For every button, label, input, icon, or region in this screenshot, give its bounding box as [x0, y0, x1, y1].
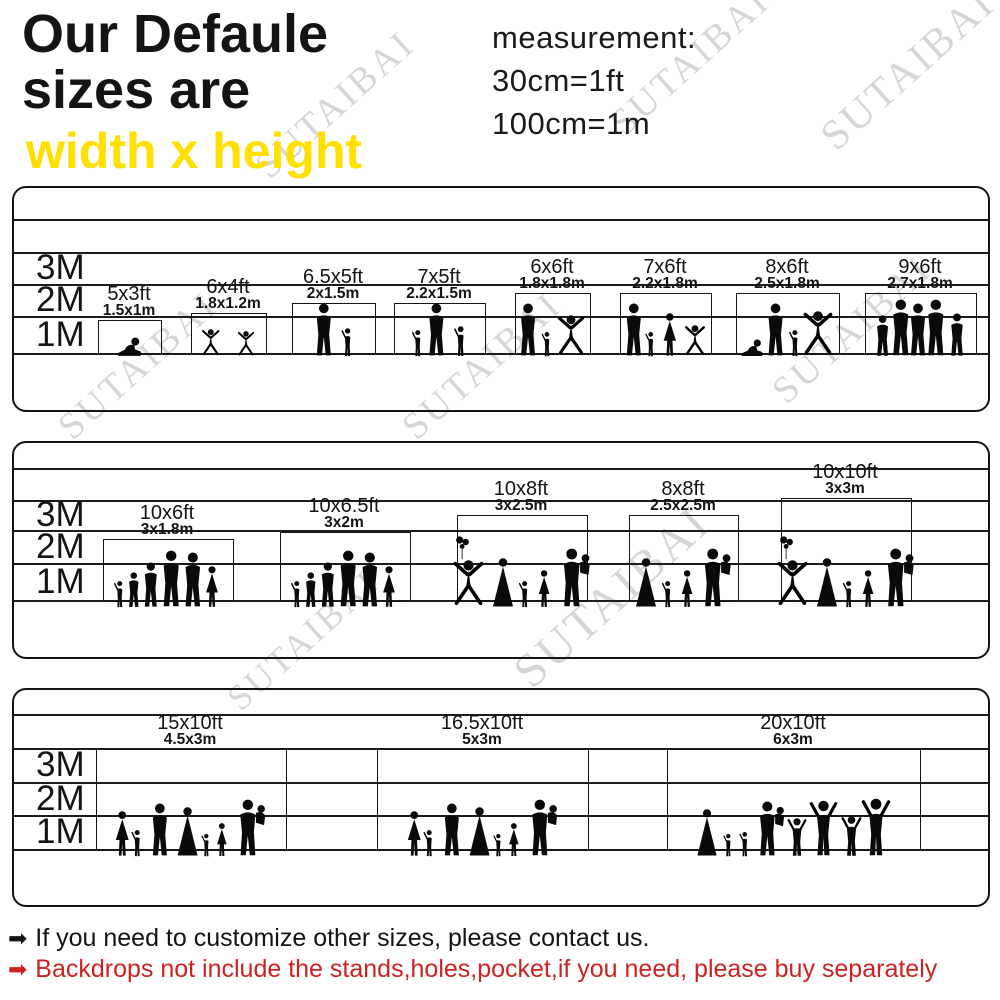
backdrop-size-box — [780, 498, 912, 602]
size-label-ft: 6x6ft — [530, 255, 574, 278]
page-title-line2: sizes are — [22, 60, 251, 120]
page-title-line1: Our Defaule — [22, 4, 329, 64]
grid-line — [14, 714, 988, 716]
size-label-ft: 20x10ft — [760, 712, 826, 735]
watermark-text: SUTAIBAI — [812, 0, 1000, 160]
backdrop-size-box — [515, 292, 591, 355]
measurement-legend: measurement: 30cm=1ft 100cm=1m — [492, 16, 696, 145]
size-label-m: 1.8x1.8m — [519, 274, 585, 292]
size-label-m: 4.5x3m — [163, 731, 217, 749]
backdrop-size-box — [629, 515, 739, 602]
backdrop-size-box — [456, 515, 588, 602]
axis-label-3m: 3M — [36, 495, 85, 534]
grid-line — [14, 252, 988, 254]
size-label-m: 1.8x1.2m — [195, 294, 261, 312]
size-label-m: 6x3m — [773, 731, 813, 749]
axis-label-2m: 2M — [36, 280, 85, 319]
size-label-m: 2.5x1.8m — [754, 274, 820, 292]
backdrop-size-box — [619, 292, 713, 355]
size-label-ft: 10x6ft — [139, 501, 195, 524]
axis-label-1m: 1M — [36, 812, 85, 851]
size-label-m: 2.2x1.5m — [406, 284, 472, 302]
page-subtitle-width-x-height: width x height — [26, 123, 363, 179]
note-customize: ➡ If you need to customize other sizes, p… — [8, 923, 650, 953]
axis-label-1m: 1M — [36, 561, 85, 601]
note-no-stands: ➡ Backdrops not include the stands,holes,… — [8, 954, 937, 984]
size-label-ft: 6x4ft — [206, 275, 250, 298]
size-panel-medium-sizes: 3M 2M 1M 10x6ft 3x1.8m 10x6.5ft 3x2m 10x8ft 3x2.… — [12, 441, 990, 659]
measurement-conversion-ft: 30cm=1ft — [492, 63, 625, 98]
size-label-ft: 6.5x5ft — [302, 265, 364, 288]
size-label-m: 3x3m — [825, 480, 865, 497]
backdrop-size-box — [377, 749, 589, 851]
size-panel-small-sizes: 3M 2M 1M 5x3ft 1.5x1m 6x4ft 1.8x1.2m 6.5x5ft 2x1… — [12, 186, 990, 412]
size-label-ft: 9x6ft — [898, 255, 942, 278]
grid-line — [14, 530, 988, 532]
arrow-right-icon: ➡ — [8, 925, 28, 951]
grid-line — [14, 219, 988, 221]
size-label-ft: 10x6.5ft — [308, 495, 380, 517]
grid-line — [14, 468, 988, 470]
axis-label-2m: 2M — [36, 526, 85, 566]
size-label-ft: 10x8ft — [493, 478, 549, 500]
backdrop-size-box — [864, 292, 978, 355]
grid-line — [14, 284, 988, 286]
grid-line — [14, 782, 988, 784]
backdrop-size-box — [667, 749, 921, 851]
size-label-ft: 16.5x10ft — [440, 712, 524, 735]
size-label-m: 1.5x1m — [102, 301, 156, 319]
size-label-m: 2x1.5m — [306, 284, 360, 302]
grid-line — [14, 353, 988, 355]
grid-line — [14, 500, 988, 502]
size-label-ft: 8x8ft — [661, 478, 705, 500]
size-label-m: 2.5x2.5m — [650, 497, 716, 514]
backdrop-size-box — [191, 312, 267, 355]
size-label-ft: 8x6ft — [765, 255, 809, 278]
size-label-m: 5x3m — [462, 731, 502, 749]
backdrop-size-box — [735, 292, 841, 355]
size-panel-large-sizes: 3M 2M 1M 15x10ft 4.5x3m 16.5x10ft 5x3m 20x10ft 6… — [12, 688, 990, 907]
grid-line — [14, 815, 988, 817]
backdrop-size-box — [95, 749, 287, 851]
backdrop-size-box — [98, 319, 162, 355]
axis-label-1m: 1M — [36, 314, 85, 354]
arrow-right-icon: ➡ — [8, 956, 28, 982]
backdrop-size-box — [279, 532, 411, 602]
size-label-m: 2.7x1.8m — [887, 274, 953, 292]
measurement-title: measurement: — [492, 20, 697, 55]
axis-label-3m: 3M — [36, 745, 85, 784]
grid-line — [14, 316, 988, 318]
size-label-ft: 7x5ft — [417, 265, 461, 288]
axis-label-3m: 3M — [36, 248, 85, 287]
size-label-m: 2.2x1.8m — [632, 274, 698, 292]
measurement-conversion-m: 100cm=1m — [492, 106, 651, 141]
size-label-ft: 15x10ft — [157, 712, 223, 735]
size-label-m: 3x2m — [324, 514, 364, 531]
size-label-m: 3x1.8m — [140, 520, 194, 538]
size-label-ft: 7x6ft — [643, 255, 687, 278]
backdrop-size-box — [292, 302, 376, 355]
size-label-ft: 10x10ft — [812, 461, 878, 483]
size-label-m: 3x2.5m — [494, 497, 548, 514]
note-no-stands-text: Backdrops not include the stands,holes,p… — [35, 955, 938, 983]
size-label-ft: 5x3ft — [107, 282, 151, 305]
grid-line — [14, 748, 988, 750]
note-customize-text: If you need to customize other sizes, pl… — [35, 924, 650, 952]
axis-label-2m: 2M — [36, 778, 85, 818]
backdrop-size-box — [393, 302, 487, 355]
backdrop-size-box — [102, 538, 234, 602]
